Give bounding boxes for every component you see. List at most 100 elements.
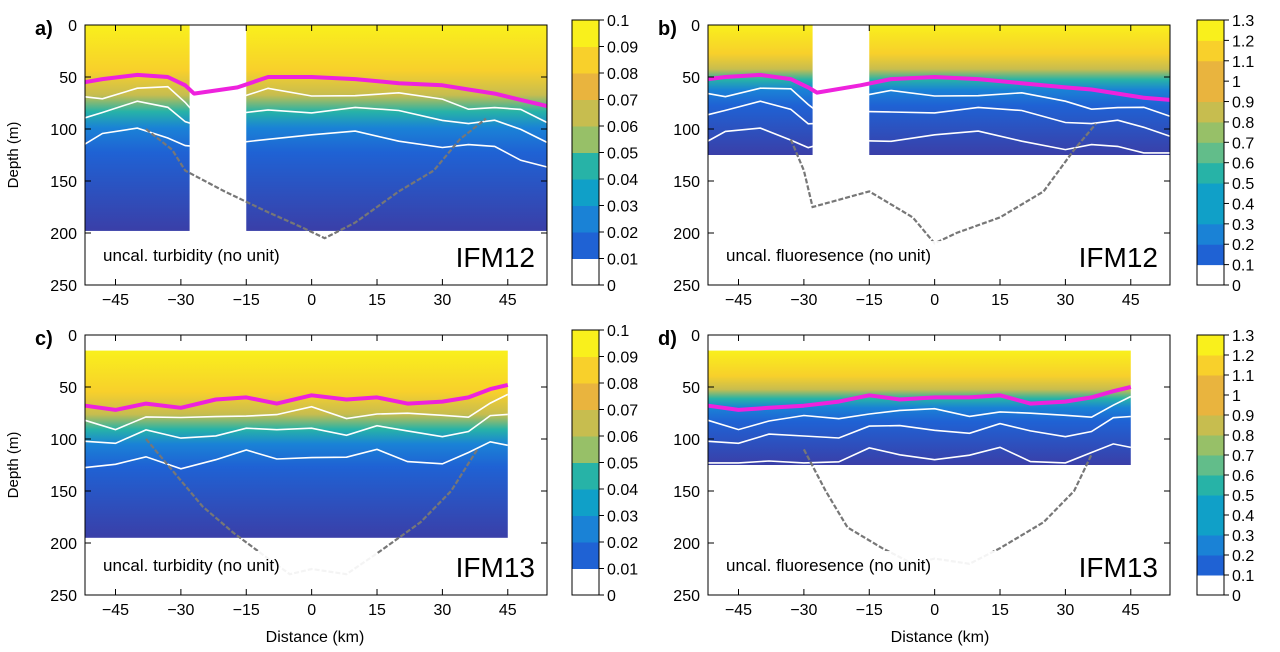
colorbar-bin — [572, 542, 599, 569]
y-tick-label: 100 — [50, 432, 77, 449]
cruise-label-bg — [1058, 545, 1168, 581]
y-tick-label: 50 — [682, 380, 700, 397]
x-tick-label: 15 — [368, 292, 386, 309]
colorbar-tick-label: 1.3 — [1232, 13, 1254, 30]
colorbar-bin — [572, 258, 599, 286]
x-tick-label: 30 — [433, 292, 451, 309]
colorbar-bin — [572, 73, 599, 100]
panel-letter: c) — [35, 328, 53, 350]
colorbar-tick-label: 0 — [1232, 278, 1241, 295]
isoline — [84, 393, 509, 431]
cruise-label-bg — [435, 235, 545, 271]
cruise-label: IFM13 — [1079, 552, 1158, 583]
x-axis-label-right: Distance (km) — [891, 629, 990, 646]
mixed-layer-line — [84, 72, 548, 109]
x-tick-label: 45 — [1122, 602, 1140, 619]
colorbar-bin — [572, 462, 599, 490]
isoline — [707, 127, 1170, 154]
colorbar-tick-label: 0.3 — [1232, 528, 1254, 545]
y-tick-label: 250 — [50, 278, 77, 295]
colorbar-tick-label: 0 — [607, 588, 616, 605]
colorbar-bin — [1197, 475, 1224, 496]
variable-label: uncal. turbidity (no unit) — [103, 556, 280, 575]
panel-letter: b) — [658, 18, 677, 40]
colorbar-tick-label: 0.04 — [607, 172, 638, 189]
colorbar-bin — [1197, 20, 1224, 41]
x-tick-label: −30 — [167, 602, 194, 619]
x-tick-label: 0 — [307, 292, 316, 309]
x-tick-label: −30 — [167, 292, 194, 309]
colorbar-bin — [1197, 142, 1224, 164]
x-tick-label: 0 — [307, 602, 316, 619]
x-tick-label: −15 — [233, 602, 260, 619]
y-tick-label: 50 — [59, 70, 77, 87]
colorbar-tick-label: 0.01 — [607, 252, 638, 269]
colorbar-tick-label: 1.2 — [1232, 33, 1254, 50]
isoline — [707, 100, 1171, 137]
colorbar: 0 0.1 0.2 0.3 0.4 0.5 0.6 0.7 0.8 0.9 1 1.1 1.2 1.3 — [1196, 13, 1254, 295]
colorbar-bin — [1197, 395, 1224, 416]
colorbar-tick-label: 0.03 — [607, 509, 638, 526]
mixed-layer-line — [707, 385, 1132, 412]
panel-d: −45 −30 −15 0 15 30 45 0 50 100 150 200 250 d) uncal. … — [658, 328, 1254, 619]
colorbar-bin — [1197, 183, 1224, 204]
colorbar-bin — [1197, 455, 1224, 476]
x-tick-label: 0 — [930, 602, 939, 619]
colorbar-bin — [1197, 535, 1224, 556]
colorbar-bin — [1197, 335, 1224, 356]
y-tick-label: 200 — [673, 536, 700, 553]
colorbar-bin — [1197, 60, 1224, 82]
cruise-label-bg — [1058, 235, 1168, 271]
x-tick-label: 30 — [433, 602, 451, 619]
x-tick-label: −45 — [102, 602, 129, 619]
colorbar-bin — [1197, 121, 1224, 143]
plot-frame — [707, 334, 1171, 596]
colorbar-tick-label: 0.8 — [1232, 115, 1254, 132]
y-tick-label: 0 — [691, 328, 700, 345]
y-tick-label: 200 — [50, 226, 77, 243]
colorbar-bin — [1197, 415, 1224, 436]
panel-b: −45 −30 −15 0 15 30 45 0 50 100 150 200 250 b) uncal. … — [658, 13, 1254, 309]
x-tick-label: −45 — [102, 292, 129, 309]
x-tick-label: 15 — [991, 292, 1009, 309]
colorbar-bin — [572, 409, 599, 437]
y-tick-label: 50 — [59, 380, 77, 397]
colorbar-bin — [1197, 162, 1224, 184]
colorbar-tick-label: 0.8 — [1232, 428, 1254, 445]
variable-label: uncal. fluoresence (no unit) — [726, 556, 931, 575]
y-tick-label: 50 — [682, 70, 700, 87]
x-tick-label: 0 — [930, 292, 939, 309]
x-tick-label: −15 — [856, 602, 883, 619]
colorbar-tick-label: 0.09 — [607, 350, 638, 367]
y-tick-label: 150 — [673, 484, 700, 501]
colorbar-tick-label: 0.6 — [1232, 156, 1254, 173]
colorbar-tick-label: 0.7 — [1232, 135, 1254, 152]
y-tick-label: 0 — [68, 18, 77, 35]
isoline — [84, 440, 508, 470]
isoline — [707, 415, 1131, 445]
colorbar-tick-label: 0.9 — [1232, 95, 1254, 112]
x-tick-label: 45 — [499, 602, 517, 619]
y-tick-label: 0 — [68, 328, 77, 345]
x-tick-label: −45 — [725, 602, 752, 619]
y-tick-label: 100 — [673, 432, 700, 449]
cruise-label: IFM12 — [1079, 242, 1158, 273]
x-tick-label: 15 — [991, 602, 1009, 619]
colorbar-tick-label: 0.2 — [1232, 548, 1254, 565]
colorbar: 0 0.1 0.2 0.3 0.4 0.5 0.6 0.7 0.8 0.9 1 1.1 1.2 1.3 — [1196, 328, 1254, 605]
x-tick-label: 30 — [1056, 602, 1074, 619]
colorbar-frame — [1196, 334, 1225, 596]
colorbar-tick-label: 1.1 — [1232, 368, 1254, 385]
isoline — [84, 85, 548, 124]
colorbar-bin — [1197, 81, 1224, 103]
plot-frame — [707, 24, 1171, 286]
x-tick-label: 45 — [1122, 292, 1140, 309]
x-tick-label: −30 — [790, 602, 817, 619]
panel-c: −45 −30 −15 0 15 30 45 0 50 100 150 200 250 Depth (m)… — [5, 323, 638, 619]
colorbar-tick-label: 0.09 — [607, 40, 638, 57]
colorbar-bin — [572, 515, 599, 543]
data-field — [85, 25, 547, 231]
colorbar-tick-label: 0 — [607, 278, 616, 295]
colorbar-bin — [572, 99, 599, 127]
